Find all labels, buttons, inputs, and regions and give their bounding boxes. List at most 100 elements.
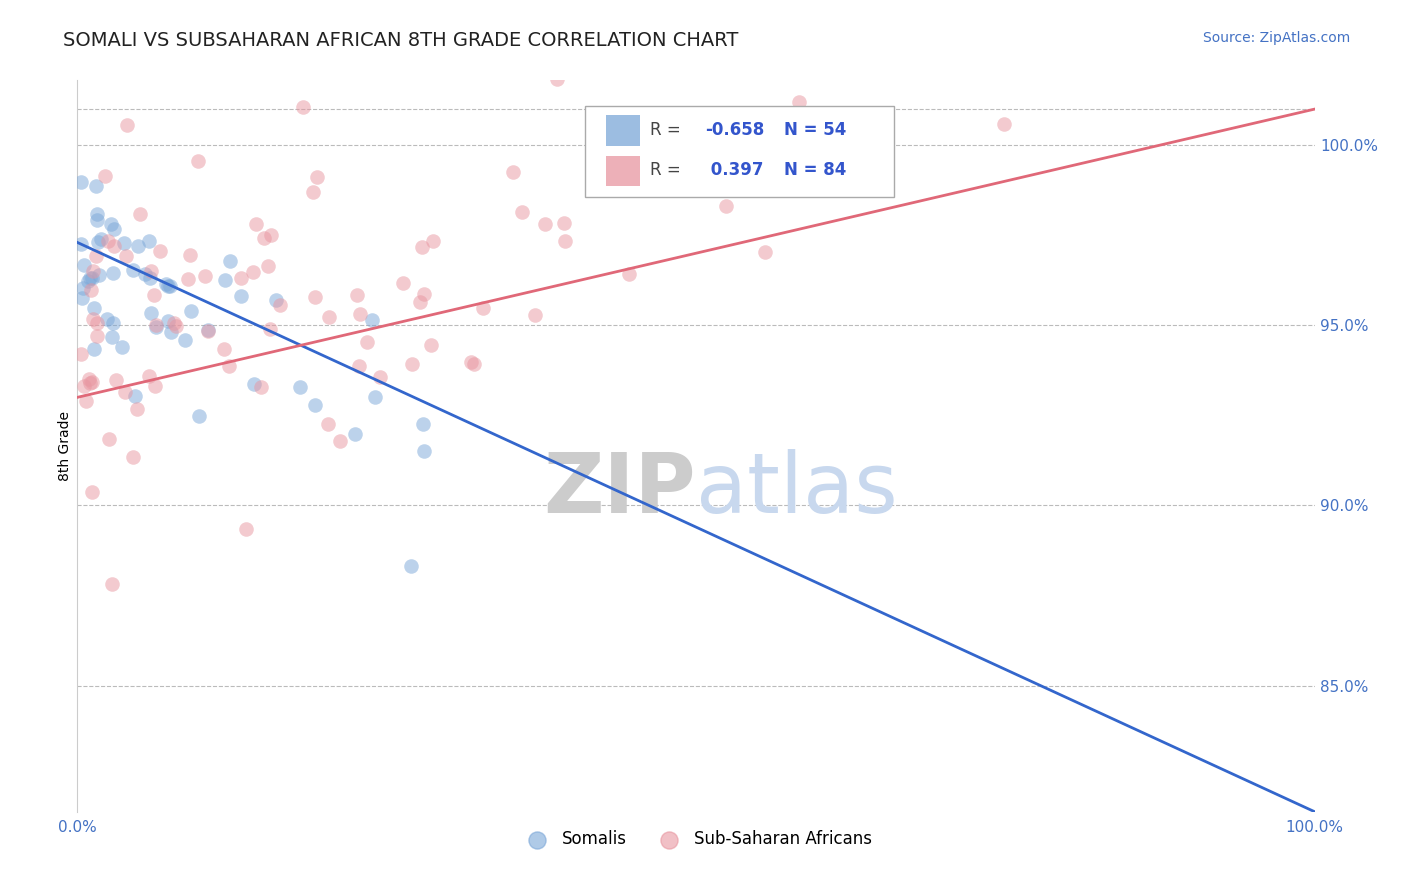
Text: 0.397: 0.397 — [704, 161, 763, 179]
Text: R =: R = — [650, 161, 686, 179]
Point — [349, 307, 371, 321]
Point — [86, 235, 108, 250]
Point — [411, 240, 433, 254]
Point — [75, 394, 97, 409]
Point — [139, 306, 162, 320]
Point — [80, 375, 103, 389]
Point — [127, 401, 149, 416]
Point — [214, 273, 236, 287]
Point — [159, 279, 181, 293]
Point — [103, 266, 125, 280]
Point — [72, 281, 94, 295]
Point — [422, 234, 444, 248]
Point — [304, 398, 326, 412]
Point — [82, 264, 104, 278]
Point — [409, 295, 432, 310]
Point — [143, 379, 166, 393]
Point — [149, 244, 172, 259]
Point — [360, 312, 382, 326]
Point — [364, 390, 387, 404]
Text: N = 84: N = 84 — [783, 161, 846, 179]
Point — [70, 347, 93, 361]
Point — [90, 231, 112, 245]
Point — [82, 311, 104, 326]
FancyBboxPatch shape — [585, 106, 894, 197]
Point — [316, 417, 339, 431]
Point — [145, 320, 167, 334]
Y-axis label: 8th Grade: 8th Grade — [58, 411, 72, 481]
Point — [266, 293, 288, 308]
Point — [229, 271, 252, 285]
Point — [143, 288, 166, 302]
Point — [77, 372, 100, 386]
Point — [160, 325, 183, 339]
Point — [242, 265, 264, 279]
Point — [714, 199, 737, 213]
Point — [510, 205, 533, 219]
Point — [70, 291, 93, 305]
Text: R =: R = — [650, 120, 686, 138]
Point — [553, 216, 575, 230]
Point — [349, 359, 371, 374]
Point — [401, 357, 423, 371]
Point — [121, 450, 143, 465]
Point — [86, 212, 108, 227]
Point — [787, 95, 810, 109]
Point — [76, 274, 98, 288]
Point — [754, 244, 776, 259]
Point — [129, 207, 152, 221]
Point — [269, 298, 291, 312]
Point — [70, 175, 93, 189]
Point — [413, 444, 436, 458]
Point — [86, 329, 108, 343]
Point — [139, 271, 162, 285]
Point — [356, 335, 378, 350]
Point — [73, 259, 96, 273]
Point — [89, 268, 111, 282]
Point — [86, 207, 108, 221]
Point — [218, 254, 240, 268]
Point — [460, 354, 482, 368]
Point — [134, 267, 156, 281]
Point — [229, 289, 252, 303]
Point — [253, 231, 276, 245]
Point — [100, 217, 122, 231]
Point — [179, 248, 201, 262]
Point — [301, 185, 323, 199]
Point — [176, 272, 198, 286]
Point — [245, 218, 267, 232]
Text: SOMALI VS SUBSAHARAN AFRICAN 8TH GRADE CORRELATION CHART: SOMALI VS SUBSAHARAN AFRICAN 8TH GRADE C… — [63, 31, 738, 50]
Point — [122, 262, 145, 277]
Point — [290, 380, 312, 394]
FancyBboxPatch shape — [606, 155, 640, 186]
Point — [370, 369, 392, 384]
Point — [524, 308, 547, 322]
Point — [173, 333, 195, 347]
Point — [993, 116, 1015, 130]
Point — [260, 228, 283, 243]
Point — [157, 279, 180, 293]
Point — [98, 432, 121, 446]
Point — [533, 218, 555, 232]
Point — [250, 380, 273, 394]
Point — [346, 288, 368, 302]
Point — [73, 379, 96, 393]
Point — [392, 276, 415, 290]
Point — [155, 277, 177, 292]
Point — [163, 316, 186, 330]
Point — [502, 165, 524, 179]
Point — [243, 376, 266, 391]
Point — [70, 237, 93, 252]
Point — [127, 238, 149, 252]
Point — [214, 342, 236, 356]
Point — [86, 249, 108, 263]
Point — [619, 267, 641, 281]
Point — [471, 301, 494, 315]
Text: ZIP: ZIP — [544, 450, 696, 531]
Point — [235, 523, 257, 537]
Point — [111, 340, 134, 354]
Point — [115, 118, 138, 132]
Point — [79, 271, 101, 285]
Point — [83, 301, 105, 315]
Point — [292, 100, 315, 114]
